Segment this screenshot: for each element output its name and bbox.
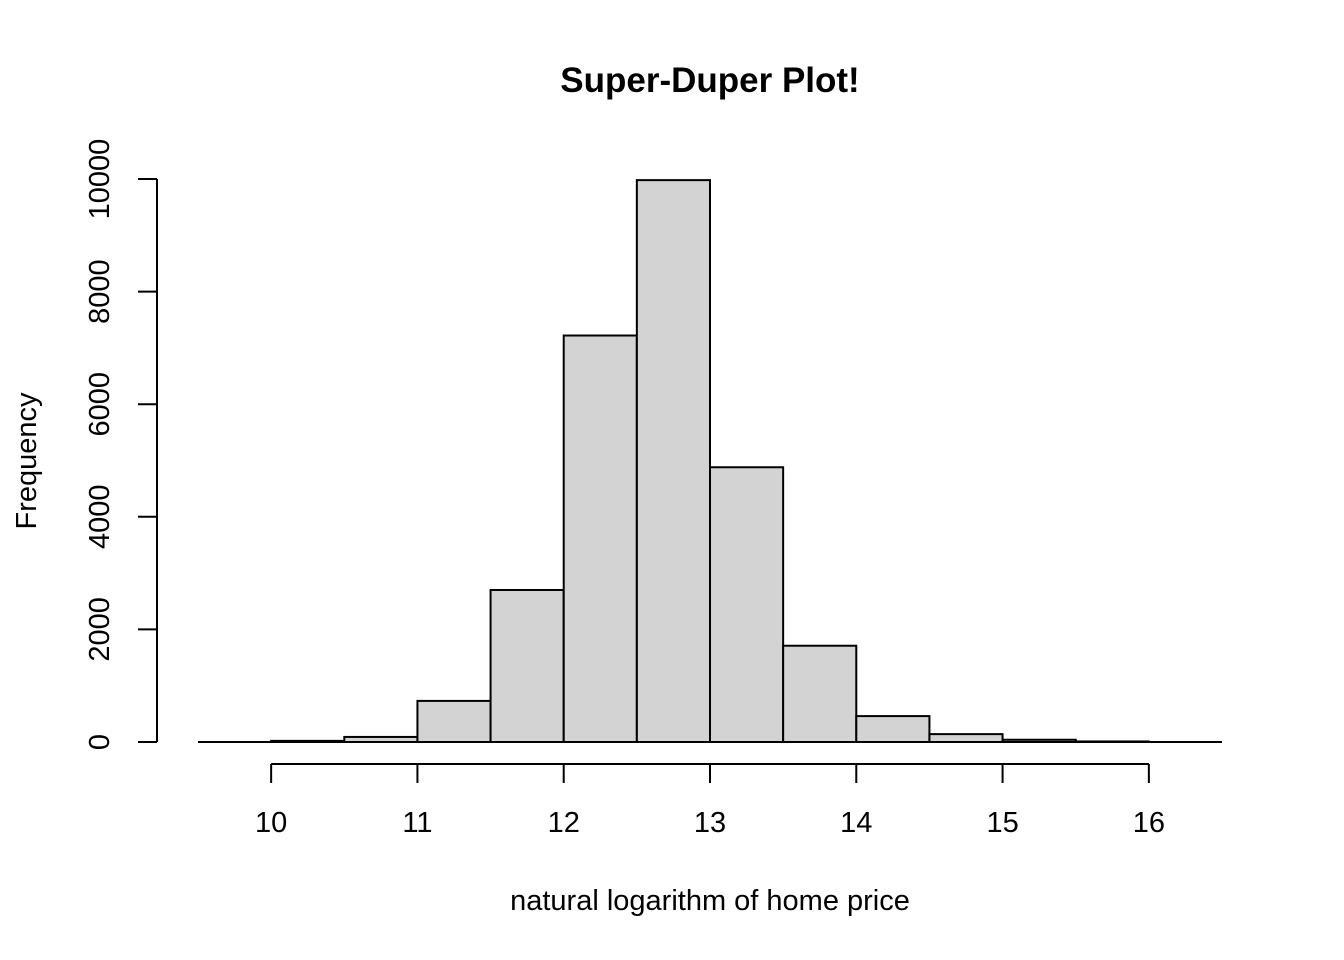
histogram-bar <box>635 179 711 744</box>
y-axis: 0 2000 4000 6000 8000 10000 <box>84 139 158 750</box>
y-axis-label: Frequency <box>11 392 43 530</box>
histogram-bar <box>416 699 492 743</box>
x-tick-label: 15 <box>986 807 1018 839</box>
histogram-bar <box>562 334 638 743</box>
chart-title: Super-Duper Plot! <box>560 61 859 100</box>
x-axis-label: natural logarithm of home price <box>510 885 910 917</box>
x-tick-label: 11 <box>402 807 432 839</box>
y-tick-label: 4000 <box>84 485 116 550</box>
histogram-bar <box>782 644 858 743</box>
y-tick-label: 10000 <box>84 139 116 220</box>
y-tick-label: 6000 <box>84 372 116 437</box>
histogram-bar <box>709 466 785 743</box>
y-tick-label: 8000 <box>84 259 116 324</box>
x-tick-label: 10 <box>255 807 287 839</box>
x-axis: 10 11 12 13 14 15 16 <box>255 763 1165 839</box>
x-tick-label: 13 <box>694 807 726 839</box>
x-tick-label: 14 <box>840 807 872 839</box>
y-tick-label: 2000 <box>84 597 116 662</box>
x-tick-label: 16 <box>1133 807 1165 839</box>
histogram-bar <box>855 715 931 743</box>
y-tick-label: 0 <box>84 734 116 750</box>
histogram-bar <box>489 588 565 743</box>
x-tick-label: 12 <box>548 807 580 839</box>
histogram-bar <box>928 733 1004 743</box>
bars-group <box>270 179 1150 744</box>
